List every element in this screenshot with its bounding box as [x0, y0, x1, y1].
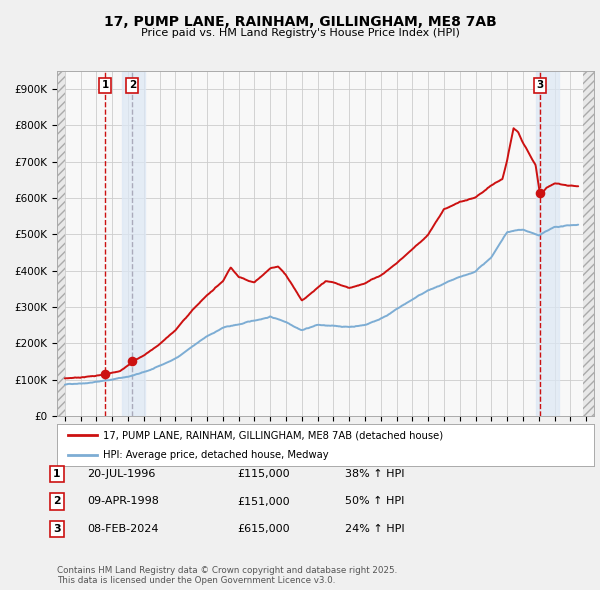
Text: £615,000: £615,000 [237, 525, 290, 534]
Text: 3: 3 [536, 80, 544, 90]
Text: HPI: Average price, detached house, Medway: HPI: Average price, detached house, Medw… [103, 450, 328, 460]
Text: Contains HM Land Registry data © Crown copyright and database right 2025.
This d: Contains HM Land Registry data © Crown c… [57, 566, 397, 585]
Bar [536, 71, 559, 416]
Text: 38% ↑ HPI: 38% ↑ HPI [345, 469, 404, 478]
Point [128, 356, 137, 366]
Text: 50% ↑ HPI: 50% ↑ HPI [345, 497, 404, 506]
Text: Price paid vs. HM Land Registry's House Price Index (HPI): Price paid vs. HM Land Registry's House … [140, 28, 460, 38]
Text: 08-FEB-2024: 08-FEB-2024 [87, 525, 158, 534]
Text: 20-JUL-1996: 20-JUL-1996 [87, 469, 155, 478]
Point [535, 188, 545, 197]
Text: 3: 3 [53, 525, 61, 534]
Text: 17, PUMP LANE, RAINHAM, GILLINGHAM, ME8 7AB: 17, PUMP LANE, RAINHAM, GILLINGHAM, ME8 … [104, 15, 496, 30]
Text: 1: 1 [101, 80, 109, 90]
Text: £115,000: £115,000 [237, 469, 290, 478]
Text: 2: 2 [53, 497, 61, 506]
Bar [122, 71, 145, 416]
Text: 17, PUMP LANE, RAINHAM, GILLINGHAM, ME8 7AB (detached house): 17, PUMP LANE, RAINHAM, GILLINGHAM, ME8 … [103, 430, 443, 440]
Text: 24% ↑ HPI: 24% ↑ HPI [345, 525, 404, 534]
Point [100, 369, 110, 379]
Text: £151,000: £151,000 [237, 497, 290, 506]
Text: 09-APR-1998: 09-APR-1998 [87, 497, 159, 506]
Text: 2: 2 [129, 80, 136, 90]
Text: 1: 1 [53, 469, 61, 478]
